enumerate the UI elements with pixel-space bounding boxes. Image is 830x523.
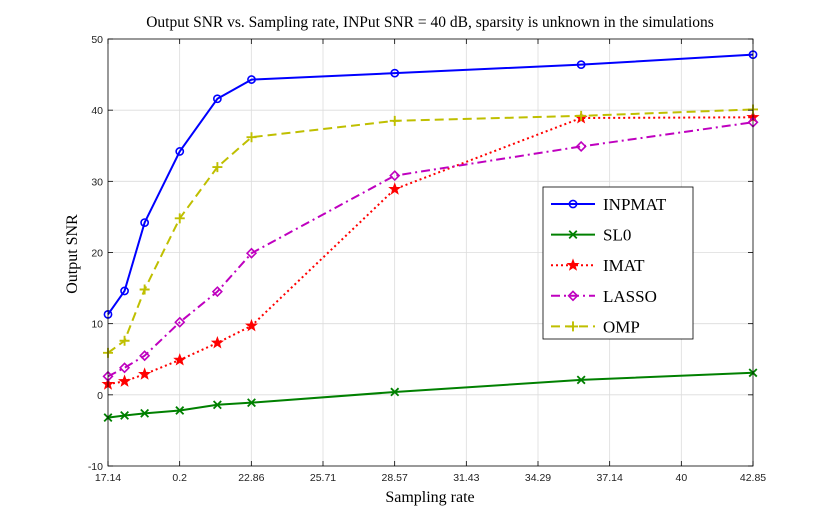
data-point-omp bbox=[119, 335, 130, 346]
legend-box bbox=[542, 186, 694, 340]
legend-label-inpmat: INPMAT bbox=[603, 195, 667, 214]
data-point-inpmat bbox=[247, 75, 256, 84]
legend: INPMAT SL0 IMAT LASSO OMP bbox=[542, 186, 694, 340]
data-point-inpmat bbox=[120, 286, 129, 296]
series-lasso bbox=[102, 116, 759, 382]
data-point-sl0 bbox=[140, 408, 150, 418]
x-tick-label: 40 bbox=[675, 472, 687, 484]
data-point-sl0 bbox=[390, 387, 400, 397]
data-point-inpmat bbox=[390, 68, 400, 78]
data-point-sl0 bbox=[120, 411, 129, 420]
data-point-imat bbox=[388, 182, 402, 195]
legend-entry-lasso: LASSO bbox=[551, 287, 657, 306]
series-line-imat bbox=[107, 116, 754, 386]
ticks: 17.14 0.2 22.86 25.71 28.57 31.43 34.29 37.14 40… bbox=[88, 34, 766, 484]
data-point-omp bbox=[576, 110, 587, 121]
legend-label-sl0: SL0 bbox=[603, 226, 631, 245]
y-tick-label: -10 bbox=[88, 461, 103, 473]
series-sl0 bbox=[103, 368, 758, 423]
series-layer bbox=[101, 50, 760, 423]
legend-marker-imat bbox=[566, 258, 580, 271]
data-point-lasso bbox=[139, 350, 151, 362]
legend-label-imat: IMAT bbox=[603, 256, 645, 275]
data-point-sl0 bbox=[175, 406, 185, 415]
x-tick-label: 31.43 bbox=[453, 472, 479, 484]
x-tick-label: 0.2 bbox=[172, 472, 187, 484]
x-tick-label: 28.57 bbox=[382, 472, 408, 484]
legend-entry-inpmat: INPMAT bbox=[551, 195, 667, 214]
y-tick-label: 30 bbox=[91, 176, 103, 188]
data-point-inpmat bbox=[576, 60, 586, 70]
legend-marker-omp bbox=[568, 321, 578, 332]
y-axis-label: Output SNR bbox=[64, 214, 81, 294]
data-point-omp bbox=[174, 213, 185, 224]
data-point-lasso bbox=[211, 286, 223, 298]
data-point-omp bbox=[139, 284, 150, 295]
x-tick-label: 22.86 bbox=[238, 472, 264, 484]
y-tick-label: 20 bbox=[91, 248, 103, 260]
data-point-lasso bbox=[119, 362, 131, 374]
chart-title: Output SNR vs. Sampling rate, INPut SNR … bbox=[146, 14, 714, 31]
data-point-imat bbox=[210, 336, 224, 349]
data-point-inpmat bbox=[212, 94, 222, 104]
data-point-lasso bbox=[575, 140, 587, 152]
data-point-lasso bbox=[174, 316, 186, 328]
data-point-sl0 bbox=[247, 398, 256, 408]
legend-marker-inpmat bbox=[568, 199, 578, 209]
data-point-inpmat bbox=[175, 147, 185, 156]
legend-label-omp: OMP bbox=[603, 317, 640, 336]
series-omp bbox=[103, 104, 758, 358]
legend-entry-imat: IMAT bbox=[551, 256, 645, 275]
legend-marker-sl0 bbox=[568, 230, 578, 240]
data-point-sl0 bbox=[576, 375, 586, 385]
legend-marker-lasso bbox=[567, 290, 579, 302]
x-tick-label: 17.14 bbox=[95, 472, 121, 484]
x-axis-label: Sampling rate bbox=[385, 489, 474, 506]
y-tick-label: 50 bbox=[91, 34, 103, 46]
data-point-imat bbox=[118, 374, 132, 387]
series-inpmat bbox=[103, 50, 758, 319]
x-tick-label: 37.14 bbox=[597, 472, 623, 484]
data-point-imat bbox=[138, 367, 152, 380]
data-point-lasso bbox=[389, 170, 401, 182]
data-point-imat bbox=[244, 318, 259, 332]
legend-entry-sl0: SL0 bbox=[551, 226, 631, 245]
data-point-omp bbox=[212, 162, 223, 173]
data-point-imat bbox=[173, 353, 187, 366]
data-point-sl0 bbox=[212, 400, 222, 410]
y-tick-label: 0 bbox=[97, 390, 103, 402]
x-tick-label: 25.71 bbox=[310, 472, 336, 484]
legend-entry-omp: OMP bbox=[551, 317, 640, 336]
x-tick-label: 34.29 bbox=[525, 472, 551, 484]
x-tick-label: 42.85 bbox=[740, 472, 766, 484]
y-tick-label: 10 bbox=[91, 319, 103, 331]
legend-label-lasso: LASSO bbox=[603, 287, 657, 306]
data-point-lasso bbox=[245, 247, 258, 259]
data-point-omp bbox=[246, 132, 257, 143]
data-point-inpmat bbox=[140, 218, 150, 228]
series-line-lasso bbox=[107, 121, 754, 378]
series-line-inpmat bbox=[107, 53, 754, 315]
y-tick-label: 40 bbox=[91, 105, 103, 117]
data-point-omp bbox=[389, 115, 400, 126]
